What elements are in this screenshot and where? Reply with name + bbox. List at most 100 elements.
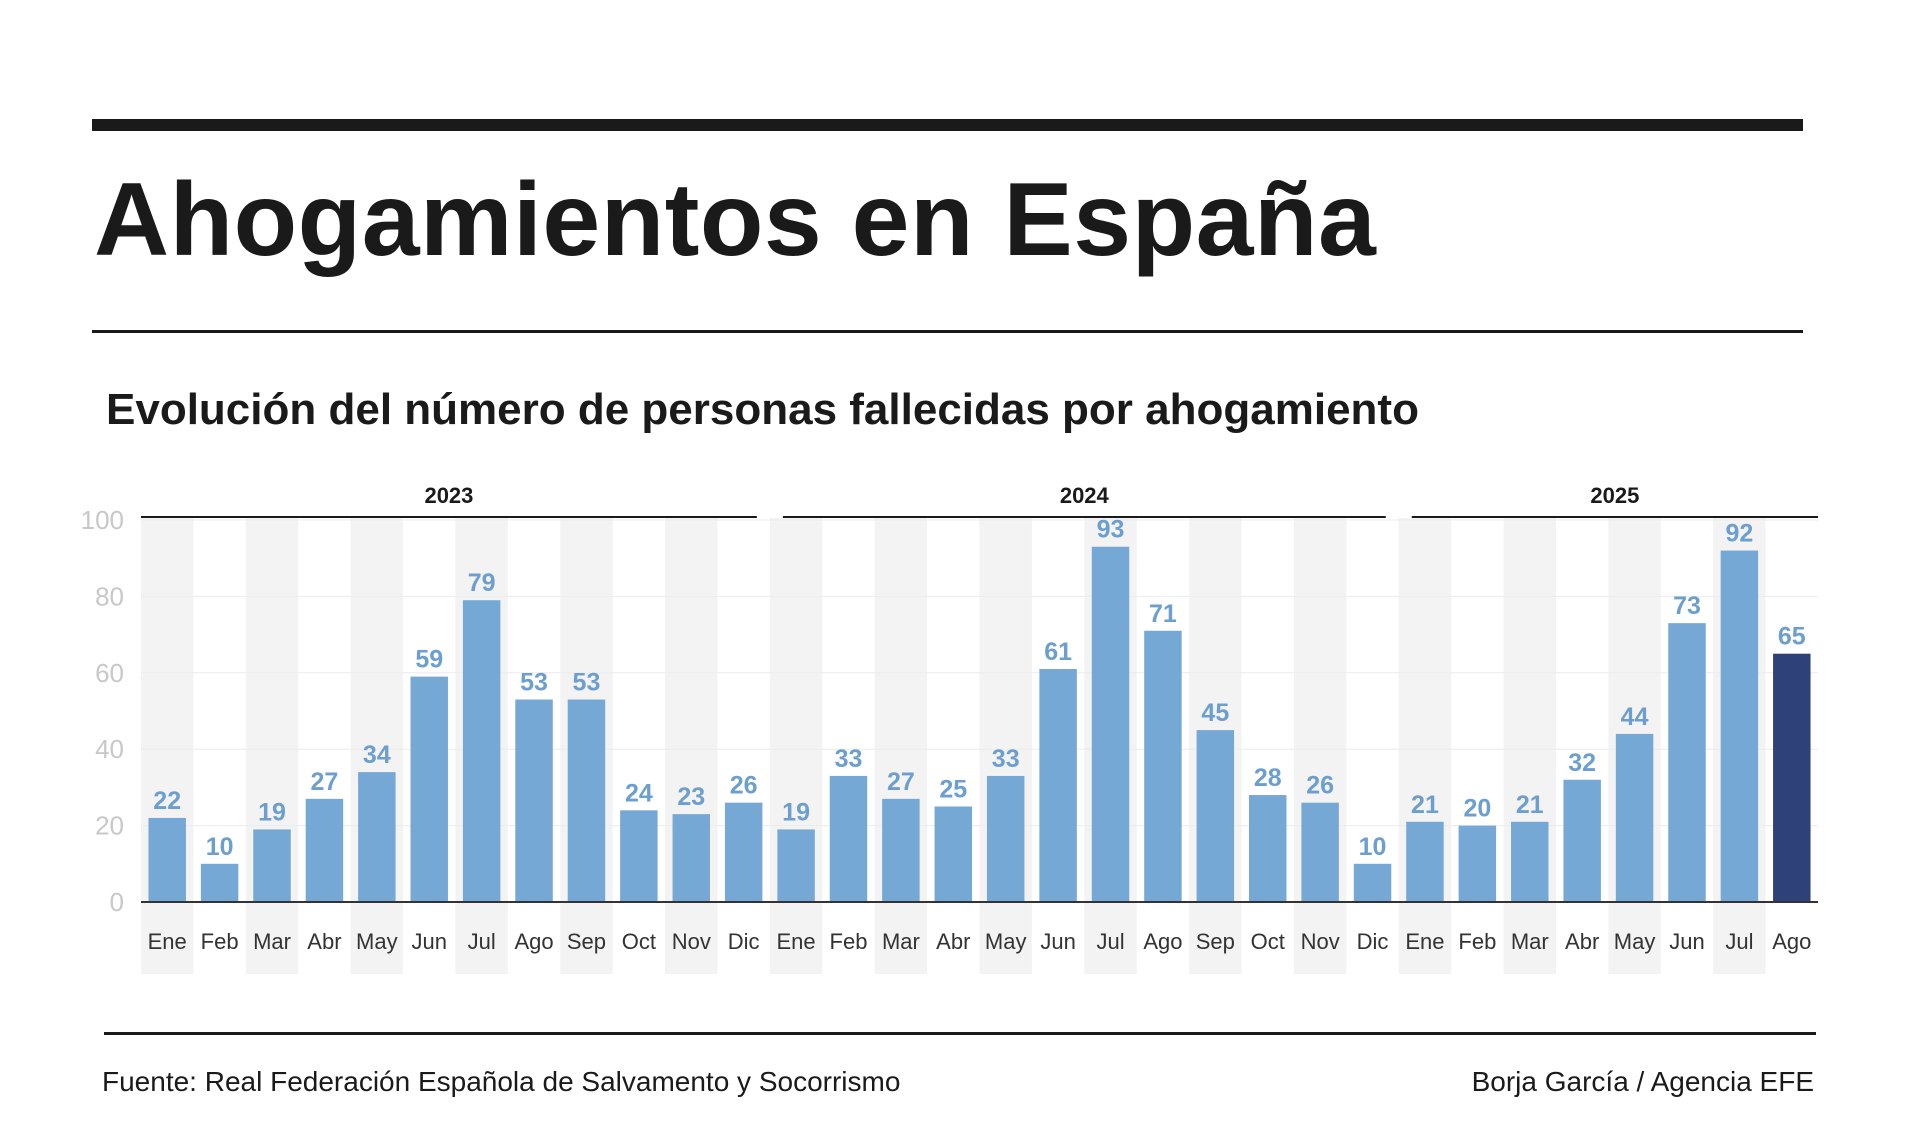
y-tick-label: 0 — [110, 887, 124, 917]
x-tick-label: Jul — [1725, 929, 1753, 954]
bar — [148, 817, 186, 902]
x-tick-label: Abr — [1565, 929, 1599, 954]
bar — [410, 676, 448, 902]
bar-value-label: 73 — [1673, 592, 1701, 620]
column-stripe — [1398, 518, 1452, 974]
page-title: Ahogamientos en España — [94, 162, 1377, 278]
bar-value-label: 22 — [153, 787, 181, 815]
bar — [934, 806, 973, 902]
x-tick-label: Jun — [1040, 929, 1075, 954]
x-tick-label: Feb — [201, 929, 239, 954]
y-tick-label: 20 — [95, 811, 124, 841]
source-note: Fuente: Real Federación Española de Salv… — [102, 1066, 901, 1097]
bar — [462, 600, 501, 902]
bar — [1615, 733, 1654, 902]
bar-value-label: 19 — [258, 798, 286, 826]
y-tick-label: 100 — [81, 505, 124, 535]
column-stripe — [1503, 518, 1556, 974]
bar — [620, 810, 658, 902]
bar-value-label: 21 — [1516, 791, 1544, 819]
bar-value-label: 44 — [1621, 703, 1649, 731]
column-stripe — [1293, 518, 1347, 974]
bar-value-label: 79 — [468, 569, 496, 597]
bar-value-label: 26 — [1306, 772, 1334, 800]
x-tick-label: Ago — [1143, 929, 1182, 954]
bar-value-label: 33 — [992, 745, 1020, 773]
bar — [1353, 863, 1392, 902]
x-tick-label: Ene — [777, 929, 816, 954]
bar-value-label: 10 — [1359, 833, 1387, 861]
bar-value-label: 59 — [415, 646, 443, 674]
bar-value-label: 27 — [887, 768, 915, 796]
bar-value-label: 92 — [1725, 520, 1753, 548]
bar — [200, 863, 239, 902]
bar-value-label: 20 — [1463, 795, 1491, 823]
x-tick-label: May — [985, 929, 1027, 954]
bar — [305, 798, 344, 902]
x-tick-label: May — [1614, 929, 1656, 954]
bar — [1248, 795, 1287, 902]
x-tick-label: Jun — [1669, 929, 1704, 954]
bar — [1458, 825, 1497, 902]
bar-value-label: 25 — [939, 776, 967, 804]
bar — [1720, 550, 1759, 902]
x-tick-label: Jul — [1096, 929, 1124, 954]
x-tick-label: Ene — [1405, 929, 1444, 954]
bar-value-label: 26 — [730, 772, 758, 800]
bar — [1406, 821, 1444, 902]
bar-value-label: 21 — [1411, 791, 1439, 819]
bar-value-label: 28 — [1254, 764, 1282, 792]
x-tick-label: Ago — [1772, 929, 1811, 954]
bar-value-label: 45 — [1201, 699, 1229, 727]
bar — [1091, 546, 1130, 902]
x-tick-label: Nov — [1301, 929, 1340, 954]
x-tick-label: Oct — [1251, 929, 1285, 954]
bar-value-label: 33 — [835, 745, 863, 773]
bar — [515, 699, 553, 902]
credit-note: Borja García / Agencia EFE — [1471, 1066, 1814, 1097]
bar — [724, 802, 763, 902]
x-tick-label: Jul — [468, 929, 496, 954]
bottom-rule — [104, 1032, 1816, 1035]
bar — [986, 775, 1025, 902]
x-tick-label: May — [356, 929, 398, 954]
column-stripe — [245, 518, 299, 974]
year-label: 2025 — [1590, 483, 1639, 508]
bar — [1196, 730, 1235, 902]
bar — [1301, 802, 1339, 902]
bar-value-label: 71 — [1149, 600, 1177, 628]
year-label: 2024 — [1060, 483, 1110, 508]
x-tick-label: Oct — [622, 929, 656, 954]
x-tick-label: Ago — [514, 929, 553, 954]
x-tick-label: Mar — [882, 929, 920, 954]
x-tick-label: Sep — [1196, 929, 1235, 954]
column-stripe — [665, 518, 718, 974]
bar-value-label: 24 — [625, 779, 653, 807]
year-label: 2023 — [424, 483, 473, 508]
bar-value-label: 23 — [677, 783, 705, 811]
y-tick-label: 40 — [95, 734, 124, 764]
bar-value-label: 65 — [1778, 623, 1806, 651]
x-tick-label: Sep — [567, 929, 606, 954]
bar — [882, 798, 920, 902]
bar-value-label: 93 — [1097, 516, 1125, 544]
bar — [777, 829, 815, 902]
x-tick-label: Abr — [936, 929, 970, 954]
bar — [829, 775, 868, 902]
x-tick-label: Abr — [307, 929, 341, 954]
bar-value-label: 34 — [363, 741, 391, 769]
bar-value-label: 53 — [520, 669, 548, 697]
x-tick-label: Dic — [728, 929, 760, 954]
chart-subtitle: Evolución del número de personas falleci… — [106, 385, 1419, 434]
bar — [253, 829, 291, 902]
bar-value-label: 32 — [1568, 749, 1596, 777]
bar — [1511, 821, 1549, 902]
y-tick-label: 60 — [95, 658, 124, 688]
bar — [1563, 779, 1601, 902]
x-tick-label: Feb — [830, 929, 868, 954]
bar — [1668, 623, 1706, 902]
column-stripe — [874, 518, 928, 974]
x-tick-label: Jun — [411, 929, 446, 954]
bar — [358, 772, 396, 902]
